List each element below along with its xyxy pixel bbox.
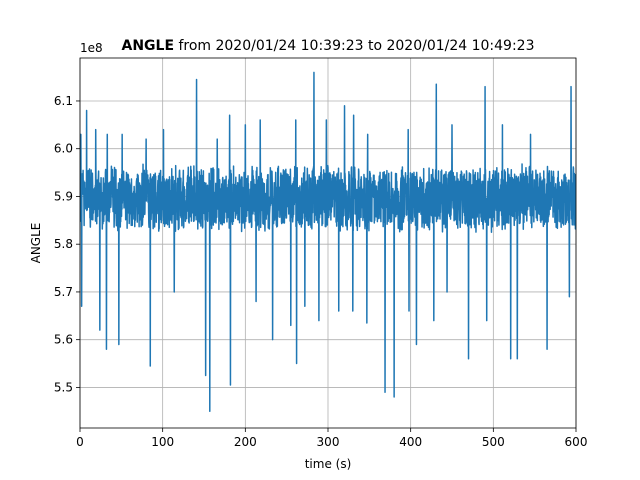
y-tick-label: 5.5 — [54, 380, 73, 394]
y-tick-label: 5.8 — [54, 237, 73, 251]
y-axis-label: ANGLE — [29, 223, 43, 264]
x-tick-label: 200 — [234, 435, 257, 449]
x-tick-label: 600 — [565, 435, 588, 449]
chart-title-rest: from 2020/01/24 10:39:23 to 2020/01/24 1… — [174, 38, 534, 54]
x-axis: 0 100 200 300 400 500 600 — [76, 428, 587, 449]
y-tick-label: 5.9 — [54, 189, 73, 203]
series-group — [80, 71, 576, 413]
x-axis-label: time (s) — [305, 457, 352, 471]
x-tick-label: 300 — [317, 435, 340, 449]
y-tick-label: 6.1 — [54, 94, 73, 108]
series-line-angle — [80, 71, 576, 413]
x-tick-label: 400 — [399, 435, 422, 449]
y-tick-label: 5.6 — [54, 333, 73, 347]
chart-title-bold: ANGLE — [121, 38, 174, 54]
y-tick-label: 5.7 — [54, 285, 73, 299]
x-tick-label: 500 — [482, 435, 505, 449]
y-tick-label: 6.0 — [54, 142, 73, 156]
chart-title: ANGLE from 2020/01/24 10:39:23 to 2020/0… — [121, 38, 534, 54]
grid — [79, 58, 577, 428]
x-tick-label: 100 — [151, 435, 174, 449]
y-offset-label: 1e8 — [80, 41, 103, 55]
x-tick-label: 0 — [76, 435, 84, 449]
y-axis: 5.5 5.6 5.7 5.8 5.9 6.0 6.1 — [54, 94, 80, 394]
